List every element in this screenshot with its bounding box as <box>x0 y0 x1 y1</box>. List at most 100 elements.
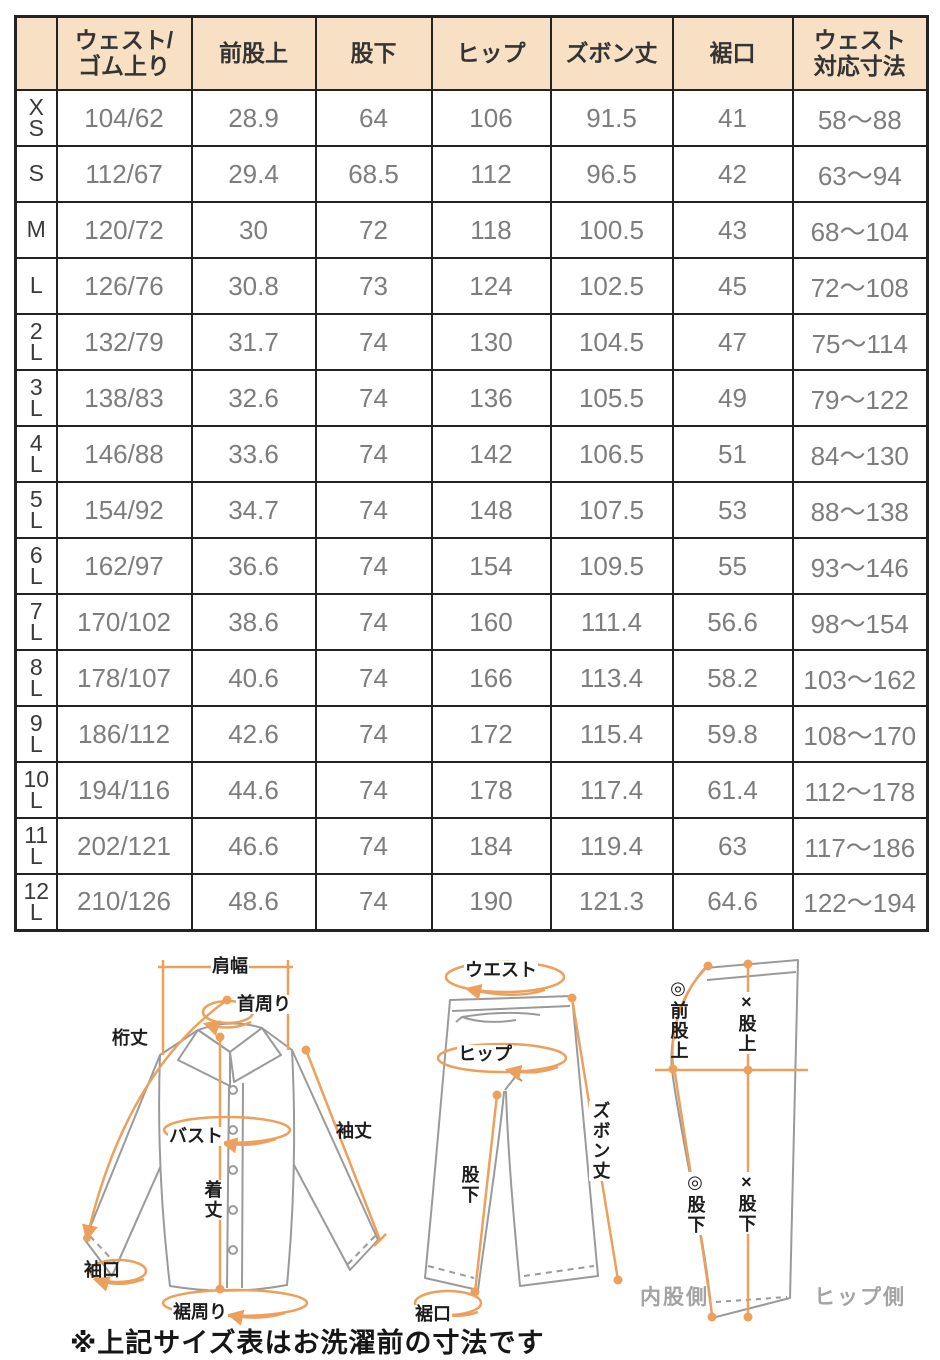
table-cell: 64.6 <box>671 873 794 931</box>
table-row: 10 L 194/116 44.6 74 178 117.4 61.4 112〜178 <box>14 761 929 819</box>
table-cell: 28.9 <box>190 89 317 147</box>
table-row: 6 L 162/97 36.6 74 154 109.5 55 93〜146 <box>14 537 929 595</box>
table-cell: 79〜122 <box>791 369 929 427</box>
table-cell: 98〜154 <box>791 593 929 651</box>
column-header-waist: ウェスト/ ゴム上り <box>55 15 193 91</box>
label-shoulder-width: 肩幅 <box>211 956 249 977</box>
table-cell: 124 <box>430 257 552 315</box>
size-label: 2 L <box>14 313 58 371</box>
table-cell: 49 <box>671 369 794 427</box>
table-cell: 178/107 <box>55 649 193 707</box>
table-cell: 30 <box>190 201 317 259</box>
table-cell: 91.5 <box>549 89 674 147</box>
table-cell: 172 <box>430 705 552 763</box>
table-cell: 136 <box>430 369 552 427</box>
table-cell: 74 <box>314 705 433 763</box>
table-cell: 58.2 <box>671 649 794 707</box>
table-row: 2 L 132/79 31.7 74 130 104.5 47 75〜114 <box>14 313 929 371</box>
table-cell: 121.3 <box>549 873 674 931</box>
table-cell: 166 <box>430 649 552 707</box>
table-cell: 138/83 <box>55 369 193 427</box>
table-cell: 61.4 <box>671 761 794 819</box>
table-cell: 118 <box>430 201 552 259</box>
size-table-body: X S 104/62 28.9 64 106 91.5 41 58〜88 S 112/67 29.4… <box>14 89 929 931</box>
table-cell: 43 <box>671 201 794 259</box>
table-cell: 130 <box>430 313 552 371</box>
table-cell: 190 <box>430 873 552 931</box>
table-cell: 42.6 <box>190 705 317 763</box>
size-label: 8 L <box>14 649 58 707</box>
column-header-front-rise: 前股上 <box>190 15 317 91</box>
table-cell: 30.8 <box>190 257 317 315</box>
table-cell: 162/97 <box>55 537 193 595</box>
label-neck-around: 首周り <box>236 994 292 1015</box>
table-cell: 40.6 <box>190 649 317 707</box>
table-row: 9 L 186/112 42.6 74 172 115.4 59.8 108〜170 <box>14 705 929 763</box>
table-row: 12 L 210/126 48.6 74 190 121.3 64.6 122〜194 <box>14 873 929 931</box>
table-cell: 31.7 <box>190 313 317 371</box>
table-cell: 74 <box>314 425 433 483</box>
table-cell: 32.6 <box>190 369 317 427</box>
pants-side-measure-dots <box>668 959 753 1322</box>
table-cell: 160 <box>430 593 552 651</box>
table-cell: 42 <box>671 145 794 203</box>
table-cell: 47 <box>671 313 794 371</box>
table-cell: 105.5 <box>549 369 674 427</box>
table-row: 11 L 202/121 46.6 74 184 119.4 63 117〜186 <box>14 817 929 875</box>
table-cell: 103〜162 <box>791 649 929 707</box>
size-label: 5 L <box>14 481 58 539</box>
table-cell: 106.5 <box>549 425 674 483</box>
table-cell: 148 <box>430 481 552 539</box>
pants-front-measure-dots <box>470 993 623 1297</box>
table-cell: 109.5 <box>549 537 674 595</box>
table-cell: 74 <box>314 649 433 707</box>
table-cell: 142 <box>430 425 552 483</box>
column-header-hip: ヒップ <box>430 15 552 91</box>
shirt-outline <box>84 1022 379 1292</box>
shirt-measure-lines <box>82 960 387 1326</box>
table-row: 5 L 154/92 34.7 74 148 107.5 53 88〜138 <box>14 481 929 539</box>
table-cell: 184 <box>430 817 552 875</box>
table-row: 8 L 178/107 40.6 74 166 113.4 58.2 103〜162 <box>14 649 929 707</box>
table-cell: 178 <box>430 761 552 819</box>
table-cell: 44.6 <box>190 761 317 819</box>
table-cell: 64 <box>314 89 433 147</box>
label-rise: ×股上 <box>735 992 757 1054</box>
table-cell: 112 <box>430 145 552 203</box>
table-cell: 58〜88 <box>791 89 929 147</box>
label-cuff-opening: 袖口 <box>84 1260 120 1280</box>
table-cell: 55 <box>671 537 794 595</box>
table-cell: 106 <box>430 89 552 147</box>
label-hem-around: 裾周り <box>172 1302 228 1323</box>
header-row: ウェスト/ ゴム上り 前股上 股下 ヒップ ズボン丈 裾口 ウェスト 対応寸法 <box>14 15 929 91</box>
table-cell: 72〜108 <box>791 257 929 315</box>
table-row: 3 L 138/83 32.6 74 136 105.5 49 79〜122 <box>14 369 929 427</box>
table-cell: 48.6 <box>190 873 317 931</box>
table-cell: 119.4 <box>549 817 674 875</box>
table-cell: 146/88 <box>55 425 193 483</box>
pants-front-diagram <box>413 960 623 1323</box>
table-cell: 102.5 <box>549 257 674 315</box>
table-cell: 115.4 <box>549 705 674 763</box>
table-cell: 117〜186 <box>791 817 929 875</box>
table-cell: 107.5 <box>549 481 674 539</box>
label-inseam: 股下 <box>458 1165 480 1205</box>
table-cell: 63〜94 <box>791 145 929 203</box>
label-body-length: 着丈 <box>201 1180 223 1220</box>
size-label: 6 L <box>14 537 58 595</box>
table-cell: 96.5 <box>549 145 674 203</box>
table-cell: 111.4 <box>549 593 674 651</box>
label-inseam-a: ◎股下 <box>684 1172 706 1235</box>
size-label: 3 L <box>14 369 58 427</box>
size-label: L <box>14 257 58 315</box>
pants-front-outline <box>424 995 599 1291</box>
table-cell: 74 <box>314 873 433 931</box>
size-label: 11 L <box>14 817 58 875</box>
table-cell: 120/72 <box>55 201 193 259</box>
table-cell: 154 <box>430 537 552 595</box>
table-cell: 29.4 <box>190 145 317 203</box>
table-cell: 112〜178 <box>791 761 929 819</box>
table-cell: 68.5 <box>314 145 433 203</box>
table-cell: 36.6 <box>190 537 317 595</box>
table-cell: 51 <box>671 425 794 483</box>
